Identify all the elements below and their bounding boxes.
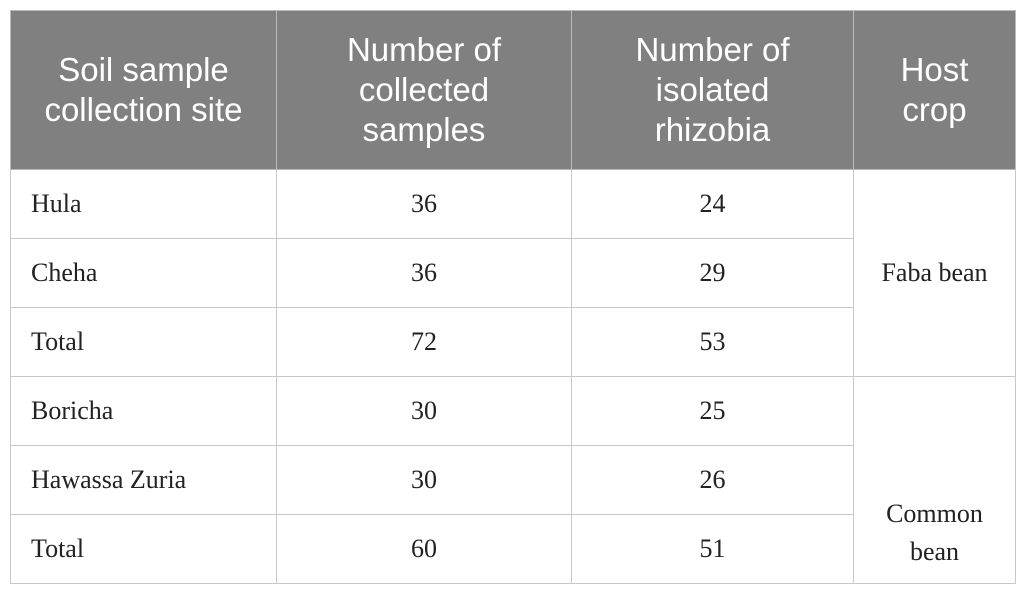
site-cell: Total bbox=[10, 307, 277, 377]
header-cell: Number of isolated rhizobia bbox=[571, 10, 854, 170]
table-row: Hula 36 24 Faba bean bbox=[10, 169, 1016, 377]
number-cell: 29 bbox=[571, 238, 854, 308]
number-cell: 26 bbox=[571, 445, 854, 515]
number-cell: 36 bbox=[276, 238, 572, 308]
host-crop-cell: Faba bean bbox=[853, 169, 1016, 377]
site-cell: Total bbox=[10, 514, 277, 584]
header-row: Soil sample collection site Number of co… bbox=[10, 10, 1016, 170]
table-body: Hula 36 24 Faba bean Cheha 36 29 Total 72 53 Boric… bbox=[10, 169, 1016, 584]
table-row: Cheha 36 29 bbox=[10, 238, 1016, 308]
number-cell: 30 bbox=[276, 445, 572, 515]
number-cell: 25 bbox=[571, 376, 854, 446]
number-cell: 30 bbox=[276, 376, 572, 446]
site-cell: Hula bbox=[10, 169, 277, 239]
number-cell: 60 bbox=[276, 514, 572, 584]
number-cell: 72 bbox=[276, 307, 572, 377]
table-row: Boricha 30 25 Common bean bbox=[10, 376, 1016, 584]
number-cell: 24 bbox=[571, 169, 854, 239]
number-cell: 53 bbox=[571, 307, 854, 377]
site-cell: Cheha bbox=[10, 238, 277, 308]
header-cell: Number of collected samples bbox=[276, 10, 572, 170]
host-crop-cell: Common bean bbox=[853, 376, 1016, 584]
header-cell: Host crop bbox=[853, 10, 1016, 170]
number-cell: 36 bbox=[276, 169, 572, 239]
table-row: Hawassa Zuria 30 26 bbox=[10, 445, 1016, 515]
data-table: Soil sample collection site Number of co… bbox=[10, 10, 1016, 584]
table-row: Total 60 51 bbox=[10, 514, 1016, 584]
table-head: Soil sample collection site Number of co… bbox=[10, 10, 1016, 170]
site-cell: Boricha bbox=[10, 376, 277, 446]
site-cell: Hawassa Zuria bbox=[10, 445, 277, 515]
header-cell: Soil sample collection site bbox=[10, 10, 277, 170]
number-cell: 51 bbox=[571, 514, 854, 584]
